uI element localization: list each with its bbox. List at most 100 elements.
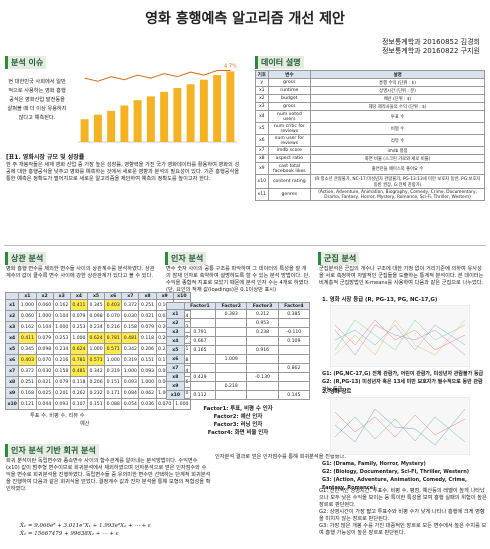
- bar: [186, 84, 195, 142]
- cell: x4: [255, 110, 269, 123]
- header-row: 기호 변수 설명: [255, 70, 485, 79]
- formula: X̂₂ = 15667479 + 99638X₂ + ⋯ + ε: [20, 531, 119, 537]
- cell: 0.044: [35, 398, 54, 410]
- cell: 0.093: [121, 376, 140, 388]
- row: x3 0.791 0.238 -0.110: [166, 327, 311, 337]
- cell: [277, 345, 311, 355]
- cell: 0.481: [121, 332, 140, 344]
- header-cell: x8: [138, 292, 157, 300]
- row-label: x6: [4, 354, 20, 366]
- header-cell: x5: [86, 292, 106, 300]
- cell: 0.624: [86, 332, 106, 344]
- cell: 0.118: [69, 376, 88, 388]
- subheading: 1. 영화 시장 등급 (R, PG-13, PG, NC-17,G): [322, 297, 438, 303]
- cell: 1.000: [52, 321, 71, 333]
- row-label: x10: [4, 398, 20, 410]
- data-table: 기호 변수 설명 y gross 흥행 수익 (단위 : $) x1 runtime 상영시간 …: [255, 70, 485, 201]
- cell: aspect ratio: [267, 154, 312, 163]
- row-label: x5: [166, 345, 185, 355]
- cell: 0.145: [277, 390, 311, 400]
- row: x6 1.009: [166, 354, 311, 364]
- cell: 0.953: [246, 318, 279, 328]
- cell: 0.216: [52, 354, 71, 366]
- header-cell: x3: [52, 292, 71, 300]
- cell: 0.079: [69, 310, 88, 322]
- cell: (Action, Adventure, Animation, Biography…: [310, 188, 485, 201]
- factor-name: Factor1: 투표, 비평 수 인자: [203, 406, 273, 412]
- cell: 출연진들 페이스북 좋아요 수: [310, 162, 485, 175]
- cell: num critic for reviews: [267, 122, 312, 135]
- issue-paragraph: 한 주 개봉작들은 세계 영화 산업 중 가장 높은 성장률, 영향력을 가진 …: [6, 162, 240, 182]
- bar: [93, 114, 102, 142]
- cell: [215, 372, 248, 382]
- cell: 0.791: [183, 327, 217, 337]
- cell: 0.342: [86, 365, 106, 377]
- row: x5 0.345 0.098 0.234 0.624 1.000 0.571 0.342 0.2…: [4, 343, 191, 355]
- cell: 0.021: [138, 310, 157, 322]
- cell: 0.218: [215, 381, 248, 391]
- row: x1 runtime 상영시간 (단위 : 분): [255, 86, 485, 95]
- cell: [277, 318, 311, 328]
- cell: 해당 제작사들의 수익 (단위 : $): [310, 102, 485, 111]
- header-cell: Factor4: [277, 302, 311, 310]
- row-label: x8: [4, 376, 20, 388]
- group: G2: (Biology, Documentary, Sci-Fi, Thril…: [322, 469, 470, 475]
- header-cell: Factor1: [183, 302, 217, 310]
- section-heading: 인자 분석 기반 회귀 분석: [5, 444, 99, 457]
- cell: 0.345: [18, 343, 37, 355]
- cell: 0.030: [35, 365, 54, 377]
- cell: 0.118: [138, 332, 157, 344]
- author: 정보통계학과 20160822 구지원: [381, 47, 480, 55]
- row-label: x2: [4, 310, 20, 322]
- row-label: x4: [166, 336, 185, 346]
- row: x1 0.383 0.212 0.385: [166, 309, 311, 319]
- cell: 투표 수: [310, 110, 485, 123]
- section-heading: 분석 이슈: [5, 56, 47, 69]
- cell: 0.319: [121, 354, 140, 366]
- bar: [107, 110, 116, 142]
- group-list: G1: (Drama, Family, Horror, Mystery) G2: …: [322, 460, 488, 492]
- row-label: x10: [166, 390, 185, 400]
- cell: 0.251: [138, 299, 157, 311]
- cell: 0.162: [18, 321, 37, 333]
- cell: 1.000: [121, 365, 140, 377]
- cell: 1.000: [138, 376, 157, 388]
- cell: 0.060: [35, 299, 54, 311]
- cell: -0.130: [246, 372, 279, 382]
- row: x10 content rating (R:청소년 관람불가, NC-17:미성년자…: [255, 174, 485, 189]
- issue-chart: 4.7%: [78, 64, 237, 143]
- cell: 비평 수: [310, 122, 485, 135]
- conclusion: G3: 가장 많은 개봉 수를 가진 대중적인 장르로 모든 변수에서 높은 수…: [319, 523, 487, 536]
- cell: x3: [255, 102, 269, 111]
- conclusions: G1: 전반적인 상영시간, 투표수, 비평 수, 평점, 예산등의 레벨이 높…: [319, 488, 487, 537]
- cell: 0.201: [52, 387, 71, 399]
- cell: 0.093: [52, 398, 71, 410]
- factor-result: 인자분석 결과로 얻은 인자점수를 통해 회귀분석을 진행했다.: [215, 454, 346, 460]
- cell: imdb 평점: [310, 146, 485, 155]
- cell: 0.216: [104, 321, 123, 333]
- cell: [246, 336, 279, 346]
- cell: [277, 381, 311, 391]
- cell: x6: [255, 134, 269, 147]
- row-label: x3: [4, 321, 20, 333]
- header-cell: x2: [35, 292, 54, 300]
- cell: x10: [255, 174, 269, 189]
- cell: 0.916: [246, 345, 279, 355]
- row: x9 cast total facebook likes 출연진들 페이스북 좋아요…: [255, 162, 485, 175]
- bar: [146, 96, 155, 142]
- header-cell: x1: [18, 292, 37, 300]
- group: G2: (R,PG-13) 미성년자 혹은 13세 미만 보호자가 필수적으로 …: [322, 379, 483, 393]
- row: x9 0.168 0.025 0.201 0.262 0.232 0.171 0.084 0.0…: [4, 387, 191, 399]
- row-label: x2: [166, 318, 185, 328]
- cell: gross: [267, 102, 312, 111]
- cell: 0.062: [138, 387, 157, 399]
- cell: 0.168: [18, 387, 37, 399]
- correlation-text: 영화 흥행 변수를 제외한 변수들 사이의 상관계수를 분석하였다. 상관계수의…: [6, 266, 155, 279]
- cell: x7: [255, 146, 269, 155]
- cell: 0.151: [138, 354, 157, 366]
- bar: [80, 119, 89, 142]
- authors: 정보통계학과 20160852 김경희 정보통계학과 20160822 구지원: [382, 38, 480, 56]
- cell: 0.403: [18, 354, 37, 366]
- row-label: x4: [4, 332, 20, 344]
- row: x10 0.121 0.044 0.093 0.107 0.151 0.088 0.054 0.…: [4, 398, 191, 410]
